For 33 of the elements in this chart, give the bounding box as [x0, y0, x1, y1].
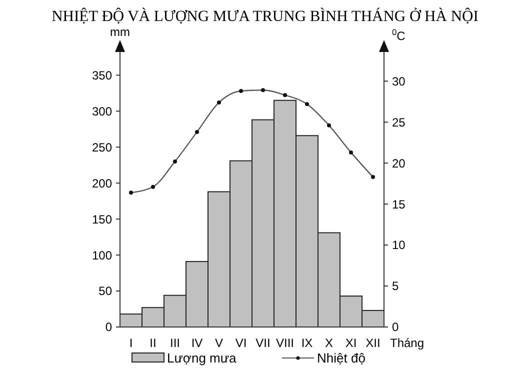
x-tick-label: III: [170, 336, 180, 350]
x-tick-label: I: [129, 336, 133, 350]
y-tick-label: 100: [92, 248, 112, 262]
y-tick-label: 200: [92, 176, 112, 190]
x-tick-label: VIII: [276, 336, 294, 350]
y2-tick-label: 5: [392, 279, 399, 294]
y2-tick-label: 30: [392, 74, 406, 88]
x-tick-label: VI: [235, 336, 247, 350]
y-tick-label: 350: [92, 68, 112, 82]
y-tick-label: 250: [92, 140, 112, 154]
x-tick-label: II: [150, 336, 156, 350]
legend-label: Nhiệt độ: [317, 350, 366, 366]
x-tick-label: VII: [256, 336, 270, 350]
x-tick-label: IV: [191, 336, 203, 350]
y2-tick-label: 20: [392, 156, 406, 170]
y2-axis-title: $^{0}$C: [392, 27, 406, 43]
x-tick-label: V: [214, 336, 224, 350]
x-axis-title: Tháng: [390, 336, 424, 350]
y2-tick-label: 25: [392, 115, 406, 130]
chart-title: NHIỆT ĐỘ VÀ LƯỢNG MƯA TRUNG BÌNH THÁNG Ở HÀ NỘI: [52, 7, 478, 25]
x-tick-label: XII: [366, 336, 380, 350]
x-tick-label: X: [324, 336, 334, 350]
y-tick-label: 0: [105, 320, 112, 334]
y-axis-title: mm: [110, 25, 130, 39]
y2-tick-label: 0: [392, 320, 399, 334]
y-tick-label: 300: [92, 104, 112, 118]
y2-tick-label: 10: [392, 238, 406, 252]
y2-tick-label: 15: [392, 197, 406, 212]
y-tick-label: 150: [92, 212, 112, 226]
x-tick-label: IX: [301, 336, 313, 350]
x-tick-label: XI: [345, 336, 357, 350]
legend-label: Lượng mưa: [167, 350, 238, 366]
y-tick-label: 50: [98, 284, 112, 298]
